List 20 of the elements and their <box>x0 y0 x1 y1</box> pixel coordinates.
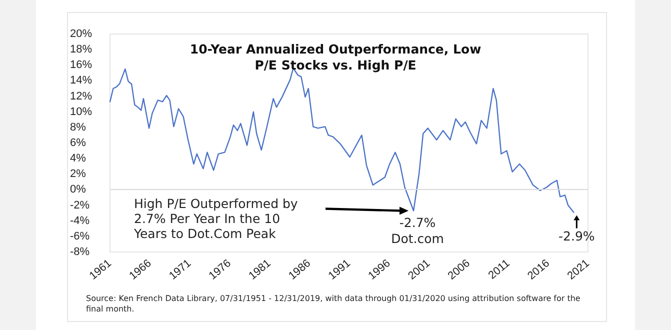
y-tick-label: 6% <box>70 137 86 149</box>
y-tick-label: 4% <box>70 152 86 165</box>
y-tick-label: 16% <box>70 59 92 72</box>
source-note: Source: Ken French Data Library, 07/31/1951 - 12/31/2019, with data through 01/31/2020 using attribution software for the final month. <box>86 294 583 314</box>
y-tick-label: 2% <box>70 168 86 180</box>
y-tick-label: -2% <box>70 199 90 212</box>
y-tick-label: 8% <box>70 121 86 134</box>
annotation: High P/E Outperformed by 2.7% Per Year In the 10 Years to Dot.Com Peak <box>133 196 298 241</box>
annotation: -2.7% Dot.com <box>391 215 444 246</box>
y-tick-label: 20% <box>70 28 92 40</box>
y-tick-label: 10% <box>70 106 92 118</box>
y-tick-label: -4% <box>70 214 90 227</box>
annotation: -2.9% <box>558 228 595 244</box>
y-tick-label: 12% <box>70 90 92 102</box>
y-tick-label: 14% <box>70 74 92 87</box>
y-tick-label: 0% <box>70 184 86 196</box>
text: 10-Year Annualized Outperformance, Low P/E Stocks vs. High P/E <box>190 42 482 72</box>
y-tick-label: -8% <box>70 246 90 258</box>
y-tick-label: 18% <box>70 44 92 56</box>
y-tick-label: -6% <box>70 230 90 242</box>
